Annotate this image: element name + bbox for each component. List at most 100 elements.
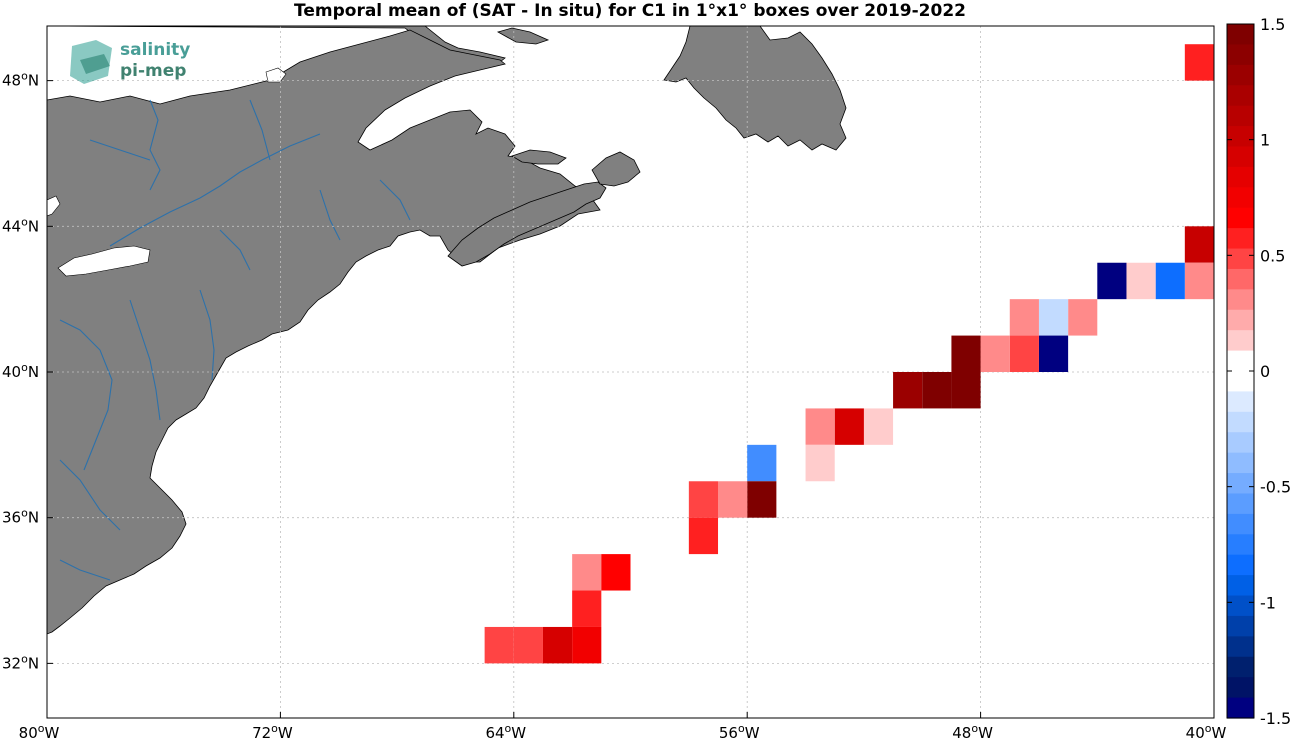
colorbar-swatch [1227, 228, 1254, 250]
heatmap-cell [513, 626, 543, 664]
x-tick-label: 56oW [719, 722, 760, 740]
heatmap-cell [1184, 44, 1214, 81]
colorbar-swatch [1227, 105, 1254, 127]
heatmap-cell [572, 626, 602, 664]
colorbar-swatch [1227, 493, 1254, 515]
colorbar-swatch [1227, 268, 1254, 290]
x-tick-label: 80oW [19, 722, 60, 740]
heatmap-cell [688, 481, 719, 518]
heatmap-cell [747, 481, 777, 518]
heatmap-cell [1155, 262, 1185, 300]
heatmap-cell [1038, 335, 1069, 372]
y-tick-label: 48oN [2, 70, 39, 90]
colorbar-swatch [1227, 289, 1254, 311]
logo-icon [80, 54, 110, 74]
land-newfoundland [663, 26, 847, 151]
x-tick-label: 64oW [485, 722, 526, 740]
heatmap-cells [484, 44, 1214, 664]
rivers [59, 99, 411, 581]
land-nova-scotia [447, 181, 607, 267]
y-tick-label: 36oN [2, 507, 39, 527]
heatmap-cell [1009, 299, 1039, 336]
land-pei [511, 149, 567, 165]
heatmap-cell [1009, 335, 1039, 372]
heatmap-cell [572, 590, 602, 627]
land-cape-breton [591, 151, 641, 187]
colorbar-tick-label: 0 [1260, 362, 1270, 381]
colorbar-swatch [1227, 656, 1254, 678]
heatmap-cell [980, 335, 1010, 372]
colorbar-swatch [1227, 513, 1254, 535]
colorbar-swatch [1227, 391, 1254, 413]
heatmap-cell [572, 554, 602, 591]
heatmap-cell [951, 335, 981, 372]
colorbar-swatch [1227, 452, 1254, 474]
colorbar-swatch [1227, 64, 1254, 86]
colorbar-swatch [1227, 207, 1254, 229]
heatmap-cell [863, 408, 894, 445]
colorbar-swatch [1227, 575, 1254, 597]
y-tick-label: 40oN [2, 361, 39, 381]
heatmap-cell [718, 481, 748, 518]
colorbar-swatch [1227, 350, 1254, 372]
colorbar-tick-label: 1 [1260, 131, 1270, 150]
colorbar-swatch [1227, 411, 1254, 433]
colorbar-swatch [1227, 166, 1254, 188]
colorbar-swatch [1227, 595, 1254, 617]
colorbar-tick-label: -0.5 [1260, 478, 1291, 497]
heatmap-cell [747, 444, 777, 482]
heatmap-cell [893, 372, 923, 409]
colorbar-swatch [1227, 330, 1254, 352]
colorbar: 1.5 1 0.5 0 -0.5 -1 -1.5 [1226, 15, 1291, 728]
x-tick-label: 48oW [952, 722, 993, 740]
land-anticosti [496, 27, 550, 45]
heatmap-cell [1068, 299, 1098, 336]
colorbar-swatch [1227, 309, 1254, 331]
logo-line-1: salinity [120, 40, 190, 60]
colorbar-swatch [1227, 636, 1254, 658]
lake [57, 245, 151, 277]
heatmap-cell [1097, 262, 1127, 300]
heatmap-cell [1184, 262, 1214, 300]
heatmap-cell [1184, 226, 1214, 263]
colorbar-swatch [1227, 697, 1254, 719]
logo: salinity pi-mep [70, 40, 190, 84]
colorbar-swatch [1227, 615, 1254, 637]
colorbar-swatch [1227, 554, 1254, 576]
heatmap-cell [922, 372, 952, 409]
heatmap-cell [688, 517, 719, 555]
heatmap-cell [601, 554, 631, 591]
colorbar-swatch [1227, 24, 1254, 46]
colorbar-swatch [1227, 44, 1254, 66]
x-tick-label: 40oW [1186, 722, 1227, 740]
colorbar-swatch [1227, 126, 1254, 148]
colorbar-swatch [1227, 432, 1254, 454]
figure-title: Temporal mean of (SAT - In situ) for C1 … [294, 1, 966, 21]
heatmap-cell [1126, 262, 1156, 300]
x-tick-label: 72oW [252, 722, 293, 740]
heatmap-cell [951, 372, 981, 409]
lake [47, 195, 61, 217]
x-axis-ticks: 80oW 72oW 64oW 56oW 48oW 40oW [19, 712, 1227, 740]
heatmap-cell [542, 626, 573, 664]
colorbar-swatch [1227, 85, 1254, 107]
heatmap-cell [805, 408, 835, 445]
colorbar-swatch [1227, 473, 1254, 495]
colorbar-tick-label: -1.5 [1260, 709, 1291, 728]
logo-line-2: pi-mep [120, 61, 186, 81]
colorbar-swatch [1227, 248, 1254, 270]
colorbar-tick-label: 1.5 [1260, 15, 1285, 34]
heatmap-cell [834, 408, 864, 445]
colorbar-swatch [1227, 187, 1254, 209]
y-axis-ticks: 32oN 36oN 40oN 44oN 48oN [2, 70, 53, 672]
colorbar-swatch [1227, 371, 1254, 393]
heatmap-cell [484, 626, 514, 664]
colorbar-tick-label: -1 [1260, 593, 1276, 612]
y-tick-label: 44oN [2, 215, 39, 235]
colorbar-swatch [1227, 146, 1254, 168]
y-tick-label: 32oN [2, 652, 39, 672]
heatmap-cell [1038, 299, 1069, 336]
land-north-america-interior [47, 29, 601, 635]
colorbar-tick-label: 0.5 [1260, 246, 1285, 265]
